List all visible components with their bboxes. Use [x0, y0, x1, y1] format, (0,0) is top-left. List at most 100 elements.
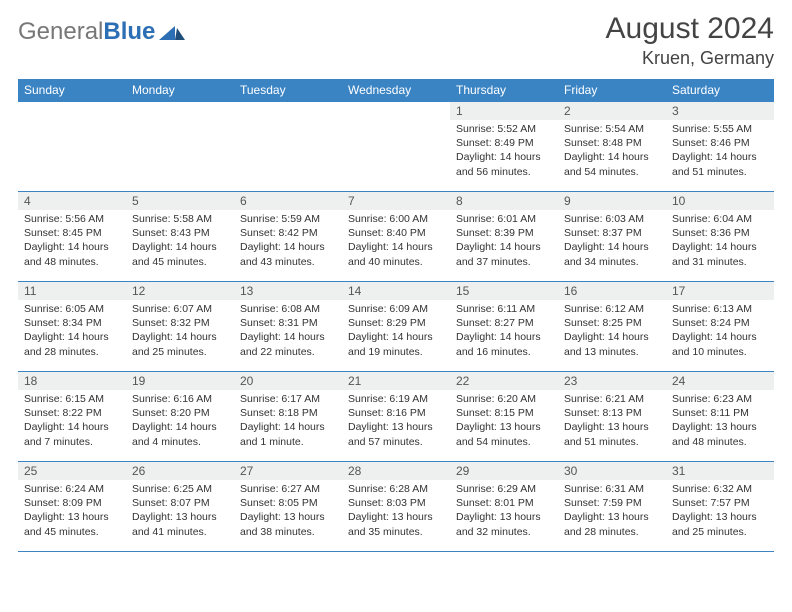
sunset-text: Sunset: 8:11 PM: [672, 406, 768, 420]
sunrise-text: Sunrise: 6:13 AM: [672, 302, 768, 316]
sunrise-text: Sunrise: 6:09 AM: [348, 302, 444, 316]
sunset-text: Sunset: 8:31 PM: [240, 316, 336, 330]
daylight-text: Daylight: 13 hours and 38 minutes.: [240, 510, 336, 538]
calendar-row: 18Sunrise: 6:15 AMSunset: 8:22 PMDayligh…: [18, 372, 774, 462]
calendar-cell: 17Sunrise: 6:13 AMSunset: 8:24 PMDayligh…: [666, 282, 774, 372]
calendar-cell: 26Sunrise: 6:25 AMSunset: 8:07 PMDayligh…: [126, 462, 234, 552]
sunrise-text: Sunrise: 5:56 AM: [24, 212, 120, 226]
day-number: 20: [234, 372, 342, 390]
calendar-cell: 14Sunrise: 6:09 AMSunset: 8:29 PMDayligh…: [342, 282, 450, 372]
day-details: Sunrise: 5:55 AMSunset: 8:46 PMDaylight:…: [666, 120, 774, 183]
sunrise-text: Sunrise: 6:05 AM: [24, 302, 120, 316]
sunrise-text: Sunrise: 6:21 AM: [564, 392, 660, 406]
brand-part1: General: [18, 18, 103, 45]
calendar-cell: [126, 102, 234, 192]
calendar-cell: 31Sunrise: 6:32 AMSunset: 7:57 PMDayligh…: [666, 462, 774, 552]
day-header: Thursday: [450, 79, 558, 102]
sunset-text: Sunset: 8:49 PM: [456, 136, 552, 150]
daylight-text: Daylight: 14 hours and 4 minutes.: [132, 420, 228, 448]
sunset-text: Sunset: 7:59 PM: [564, 496, 660, 510]
calendar-cell: 12Sunrise: 6:07 AMSunset: 8:32 PMDayligh…: [126, 282, 234, 372]
sunrise-text: Sunrise: 6:11 AM: [456, 302, 552, 316]
sunrise-text: Sunrise: 6:20 AM: [456, 392, 552, 406]
day-number: 19: [126, 372, 234, 390]
calendar-cell: 7Sunrise: 6:00 AMSunset: 8:40 PMDaylight…: [342, 192, 450, 282]
day-number: 14: [342, 282, 450, 300]
brand-logo: GeneralBlue: [18, 12, 185, 46]
sunset-text: Sunset: 8:20 PM: [132, 406, 228, 420]
calendar-cell: 13Sunrise: 6:08 AMSunset: 8:31 PMDayligh…: [234, 282, 342, 372]
calendar-cell: 8Sunrise: 6:01 AMSunset: 8:39 PMDaylight…: [450, 192, 558, 282]
daylight-text: Daylight: 13 hours and 28 minutes.: [564, 510, 660, 538]
sunrise-text: Sunrise: 6:07 AM: [132, 302, 228, 316]
sunset-text: Sunset: 8:37 PM: [564, 226, 660, 240]
daylight-text: Daylight: 14 hours and 1 minute.: [240, 420, 336, 448]
sunset-text: Sunset: 8:40 PM: [348, 226, 444, 240]
day-number: 24: [666, 372, 774, 390]
daylight-text: Daylight: 13 hours and 54 minutes.: [456, 420, 552, 448]
sunset-text: Sunset: 8:45 PM: [24, 226, 120, 240]
day-details: Sunrise: 6:32 AMSunset: 7:57 PMDaylight:…: [666, 480, 774, 543]
daylight-text: Daylight: 13 hours and 51 minutes.: [564, 420, 660, 448]
day-number: 4: [18, 192, 126, 210]
daylight-text: Daylight: 14 hours and 10 minutes.: [672, 330, 768, 358]
calendar-cell: 9Sunrise: 6:03 AMSunset: 8:37 PMDaylight…: [558, 192, 666, 282]
sunrise-text: Sunrise: 6:29 AM: [456, 482, 552, 496]
brand-part2: Blue: [103, 18, 155, 45]
day-number: 9: [558, 192, 666, 210]
title-block: August 2024 Kruen, Germany: [606, 12, 774, 69]
daylight-text: Daylight: 13 hours and 48 minutes.: [672, 420, 768, 448]
day-details: Sunrise: 6:19 AMSunset: 8:16 PMDaylight:…: [342, 390, 450, 453]
calendar-cell: 24Sunrise: 6:23 AMSunset: 8:11 PMDayligh…: [666, 372, 774, 462]
sunrise-text: Sunrise: 6:25 AM: [132, 482, 228, 496]
location-label: Kruen, Germany: [606, 48, 774, 69]
day-number: 28: [342, 462, 450, 480]
day-details: Sunrise: 5:52 AMSunset: 8:49 PMDaylight:…: [450, 120, 558, 183]
sunset-text: Sunset: 8:43 PM: [132, 226, 228, 240]
sunrise-text: Sunrise: 6:28 AM: [348, 482, 444, 496]
daylight-text: Daylight: 14 hours and 22 minutes.: [240, 330, 336, 358]
day-number: [342, 102, 450, 120]
calendar-cell: 30 Sunrise: 6:31 AMSunset: 7:59 PMDayligh…: [558, 462, 666, 552]
day-details: Sunrise: 6:23 AMSunset: 8:11 PMDaylight:…: [666, 390, 774, 453]
calendar-cell: 22Sunrise: 6:20 AMSunset: 8:15 PMDayligh…: [450, 372, 558, 462]
sunrise-text: Sunrise: 5:58 AM: [132, 212, 228, 226]
day-number: 30: [558, 462, 666, 480]
calendar-cell: 29Sunrise: 6:29 AMSunset: 8:01 PMDayligh…: [450, 462, 558, 552]
sunrise-text: Sunrise: 6:32 AM: [672, 482, 768, 496]
daylight-text: Daylight: 14 hours and 25 minutes.: [132, 330, 228, 358]
day-details: Sunrise: 6:05 AMSunset: 8:34 PMDaylight:…: [18, 300, 126, 363]
day-header: Monday: [126, 79, 234, 102]
day-number: 13: [234, 282, 342, 300]
sunset-text: Sunset: 8:29 PM: [348, 316, 444, 330]
calendar-cell: 20Sunrise: 6:17 AMSunset: 8:18 PMDayligh…: [234, 372, 342, 462]
day-number: [234, 102, 342, 120]
day-details: Sunrise: 5:54 AMSunset: 8:48 PMDaylight:…: [558, 120, 666, 183]
sunset-text: Sunset: 8:36 PM: [672, 226, 768, 240]
day-details: Sunrise: 5:56 AMSunset: 8:45 PMDaylight:…: [18, 210, 126, 273]
day-header: Saturday: [666, 79, 774, 102]
sunset-text: Sunset: 8:48 PM: [564, 136, 660, 150]
day-details: Sunrise: 6:13 AMSunset: 8:24 PMDaylight:…: [666, 300, 774, 363]
sunrise-text: Sunrise: 5:55 AM: [672, 122, 768, 136]
day-details: Sunrise: 6:09 AMSunset: 8:29 PMDaylight:…: [342, 300, 450, 363]
sunset-text: Sunset: 8:01 PM: [456, 496, 552, 510]
sunset-text: Sunset: 8:39 PM: [456, 226, 552, 240]
day-number: 5: [126, 192, 234, 210]
day-header: Wednesday: [342, 79, 450, 102]
daylight-text: Daylight: 13 hours and 45 minutes.: [24, 510, 120, 538]
day-number: 15: [450, 282, 558, 300]
day-details: Sunrise: 6:29 AMSunset: 8:01 PMDaylight:…: [450, 480, 558, 543]
day-details: Sunrise: 6:21 AMSunset: 8:13 PMDaylight:…: [558, 390, 666, 453]
sunset-text: Sunset: 8:46 PM: [672, 136, 768, 150]
sunset-text: Sunset: 8:15 PM: [456, 406, 552, 420]
day-number: 25: [18, 462, 126, 480]
sunrise-text: Sunrise: 6:31 AM: [564, 482, 660, 496]
day-header: Sunday: [18, 79, 126, 102]
sunset-text: Sunset: 8:07 PM: [132, 496, 228, 510]
day-number: [18, 102, 126, 120]
day-number: 29: [450, 462, 558, 480]
calendar-cell: 25Sunrise: 6:24 AMSunset: 8:09 PMDayligh…: [18, 462, 126, 552]
day-details: Sunrise: 6:03 AMSunset: 8:37 PMDaylight:…: [558, 210, 666, 273]
calendar-cell: [342, 102, 450, 192]
